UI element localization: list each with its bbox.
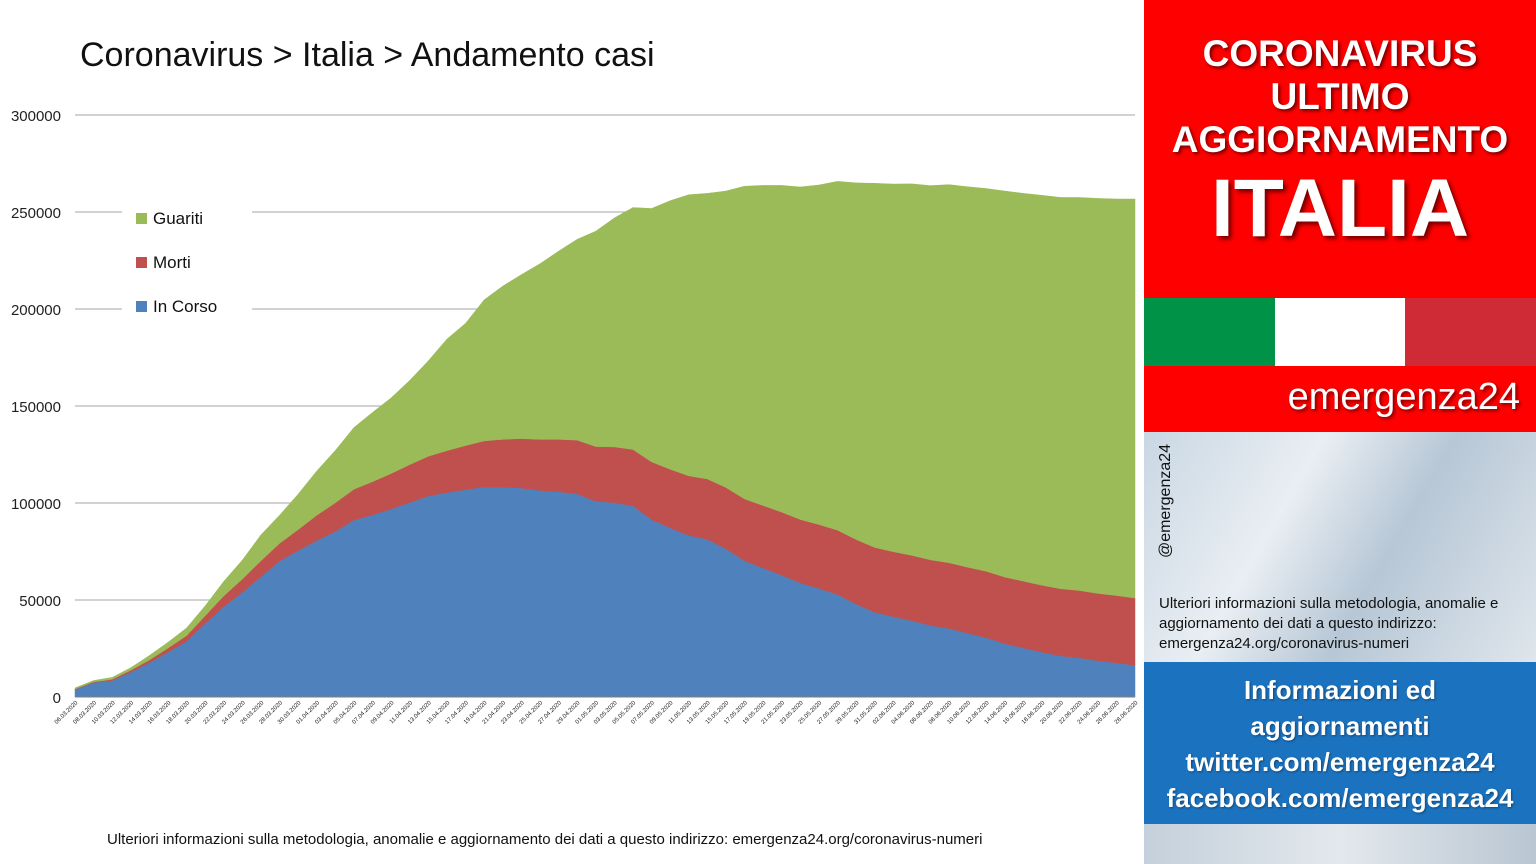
social-panel: Informazioni ed aggiornamenti twitter.co… <box>1144 662 1536 824</box>
legend-swatch-guariti <box>136 213 147 224</box>
y-tick-label-100000: 100000 <box>11 496 61 513</box>
bottom-strip <box>1144 824 1536 864</box>
legend-swatch-morti <box>136 257 147 268</box>
italian-flag <box>1144 298 1536 366</box>
social-line-informazioni: Informazioni ed <box>1243 675 1437 705</box>
flag-stripe-green <box>1144 298 1275 366</box>
social-line-aggiornamenti: aggiornamenti <box>1250 711 1430 741</box>
legend-swatch-in-corso <box>136 301 147 312</box>
y-tick-label-0: 0 <box>53 690 61 707</box>
banner-line-coronavirus: CORONAVIRUS <box>1202 33 1478 74</box>
chart-title: Coronavirus > Italia > Andamento casi <box>80 36 655 74</box>
chart-footnote: Ulteriori informazioni sulla metodologia… <box>107 831 983 848</box>
facebook-link[interactable]: facebook.com/emergenza24 <box>1166 783 1514 813</box>
legend-label-in-corso: In Corso <box>153 297 217 316</box>
twitter-handle: @emergenza24 <box>1157 443 1174 559</box>
banner-country: ITALIA <box>1210 163 1470 254</box>
flag-stripe-white <box>1274 298 1406 366</box>
y-tick-label-200000: 200000 <box>11 302 61 319</box>
brand-bar: emergenza24 <box>1144 366 1536 432</box>
y-tick-label-250000: 250000 <box>11 205 61 222</box>
legend: Guariti Morti In Corso <box>122 190 252 328</box>
brand-name: emergenza24 <box>1287 376 1520 418</box>
area-series-guariti <box>74 181 1136 690</box>
twitter-link[interactable]: twitter.com/emergenza24 <box>1185 747 1495 777</box>
y-tick-label-150000: 150000 <box>11 399 61 416</box>
y-tick-label-50000: 50000 <box>19 593 61 610</box>
flag-stripe-red <box>1405 298 1536 366</box>
info-text: Ulteriori informazioni sulla metodologia… <box>1159 595 1499 652</box>
banner-line-aggiornamento: AGGIORNAMENTO <box>1171 119 1509 160</box>
banner-line-ultimo: ULTIMO <box>1270 76 1410 117</box>
sidebar: CORONAVIRUS ULTIMO AGGIORNAMENTO ITALIA … <box>1144 0 1536 864</box>
info-panel: @emergenza24 Ulteriori informazioni sull… <box>1144 432 1536 662</box>
chart-area: Coronavirus > Italia > Andamento casi 0 5… <box>11 36 1140 848</box>
legend-label-guariti: Guariti <box>153 209 203 228</box>
area-chart: 05000010000015000020000025000030000006.0… <box>11 108 1140 726</box>
y-tick-label-300000: 300000 <box>11 108 61 125</box>
legend-label-morti: Morti <box>153 253 191 272</box>
update-banner: CORONAVIRUS ULTIMO AGGIORNAMENTO ITALIA <box>1144 0 1536 298</box>
